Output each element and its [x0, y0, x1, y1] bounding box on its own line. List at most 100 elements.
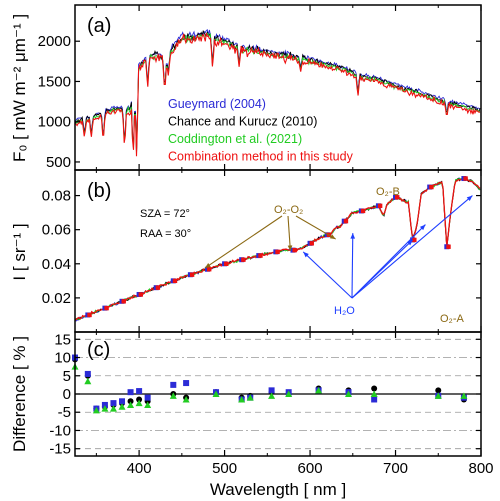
diff-point-black — [371, 385, 378, 392]
x-tick-label: 800 — [468, 460, 493, 477]
panel-a: 500 1000 1500 2000 (a) F₀ [ mW m⁻² μm⁻¹ ] G… — [10, 4, 482, 171]
diff-point-green — [370, 390, 378, 397]
diff-point-green — [345, 390, 353, 397]
y-tick-label: 500 — [46, 154, 71, 171]
radiance-line-3 — [74, 177, 481, 321]
diff-point-blue — [127, 389, 134, 396]
o2-o2-arrow — [287, 215, 291, 252]
diff-point-green — [434, 392, 442, 399]
x-tick-label: 600 — [298, 460, 323, 477]
panel-c-points — [71, 354, 468, 414]
diff-point-green — [118, 403, 126, 410]
radiance-marker — [121, 299, 126, 304]
diff-point-green — [144, 401, 152, 408]
h2o-arrow-head — [466, 195, 473, 201]
radiance-marker — [241, 257, 246, 262]
raa-label: RAA = 30° — [140, 228, 191, 240]
panel-a-label: (a) — [87, 15, 111, 37]
radiance-marker — [87, 312, 92, 318]
o2-o2-arrow-head — [287, 245, 293, 251]
radiance-marker — [224, 261, 229, 266]
radiance-marker — [138, 292, 144, 297]
legend-entry-chance: Chance and Kurucz (2010) — [168, 115, 317, 129]
radiance-marker — [292, 247, 297, 253]
panel-c-label: (c) — [87, 339, 110, 361]
h2o-arrow-head — [350, 233, 356, 239]
radiance-marker — [343, 218, 349, 224]
radiance-marker — [446, 244, 451, 249]
radiance-marker — [172, 278, 178, 284]
y-tick-label: 1000 — [38, 114, 71, 131]
radiance-marker — [275, 249, 280, 255]
diff-point-green — [84, 377, 92, 385]
x-axis-label: Wavelength [ nm ] — [210, 480, 346, 499]
y-tick-label: 10 — [54, 350, 71, 367]
x-tick-label: 500 — [212, 460, 237, 477]
panel-b: 0.02 0.04 0.06 0.08 (b) I [ sr⁻¹ ] SZA = 72… — [10, 169, 482, 333]
h2o-arrow — [351, 233, 354, 299]
diff-point-blue — [101, 401, 108, 408]
y-tick-label: -15 — [49, 441, 71, 458]
o2-o2-arrow — [295, 215, 336, 240]
diff-point-blue — [183, 380, 190, 387]
y-tick-label: 5 — [63, 368, 71, 385]
diff-point-green — [315, 386, 323, 394]
diff-point-blue — [268, 387, 275, 394]
y-tick-label: 0 — [63, 386, 71, 403]
x-tick-label: 400 — [127, 460, 152, 477]
h2o-arrow — [351, 224, 426, 299]
diff-point-green — [460, 392, 468, 399]
y-tick-label: 0.02 — [42, 290, 71, 307]
h2o-arrow — [351, 195, 473, 299]
diff-point-blue — [110, 400, 117, 407]
panel-a-lines — [74, 29, 481, 157]
h2o-arrow — [302, 251, 353, 299]
spectrum-line-coddington — [74, 32, 481, 155]
y-tick-label: 0.08 — [42, 188, 71, 205]
diff-point-green — [268, 392, 276, 399]
legend-entry-coddington: Coddington et al. (2021) — [168, 132, 302, 146]
diff-point-black — [127, 398, 134, 405]
legend-entry-combination: Combination method in this study — [168, 150, 354, 164]
diff-point-blue — [144, 394, 151, 401]
diff-point-green — [285, 390, 293, 397]
diff-point-blue — [371, 396, 378, 403]
diff-point-black — [435, 387, 442, 394]
radiance-marker — [429, 184, 434, 190]
diff-point-green — [246, 394, 254, 401]
y-tick-label: 15 — [54, 331, 71, 348]
spectrum-line-combination — [74, 32, 481, 157]
radiance-marker — [258, 253, 263, 258]
diff-point-green — [127, 401, 135, 408]
x-tick-labels: 400 500 600 700 800 — [127, 460, 494, 477]
y-tick-label: -10 — [49, 422, 71, 439]
diff-point-green — [109, 405, 117, 412]
y-tick-label: 1500 — [38, 73, 71, 90]
diff-point-green — [212, 390, 220, 397]
diff-point-green — [169, 392, 177, 399]
radiance-marker — [360, 208, 366, 214]
radiance-marker — [206, 267, 212, 272]
y-tick-label: 2000 — [38, 33, 71, 50]
o2-o2-label: O₂-O₂ — [274, 204, 303, 216]
radiance-marker — [377, 203, 383, 209]
diff-point-black — [136, 396, 143, 403]
y-tick-label: 0.06 — [42, 222, 71, 239]
radiance-marker — [412, 237, 417, 243]
radiance-marker — [395, 195, 400, 200]
panel-c-gridlines — [75, 338, 481, 450]
radiance-marker — [155, 285, 161, 290]
panel-b-annotations: O₂-O₂ O₂-B O₂-A H₂O — [204, 186, 473, 325]
o2-o2-arrow-head — [204, 263, 211, 269]
o2-o2-arrow-head — [329, 234, 336, 240]
legend-entry-gueymard: Gueymard (2004) — [168, 97, 266, 111]
diff-point-green — [101, 405, 109, 412]
o2-o2-arrow — [204, 215, 283, 269]
diff-point-blue — [119, 398, 126, 405]
panel-b-lines — [74, 176, 481, 322]
diff-point-blue — [84, 370, 91, 377]
o2-a-label: O₂-A — [440, 313, 464, 325]
y-tick-label: 0.04 — [42, 256, 71, 273]
